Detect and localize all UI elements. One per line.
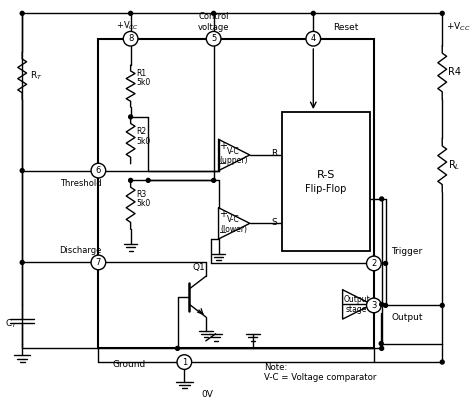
Circle shape xyxy=(306,32,320,46)
Text: +: + xyxy=(219,140,228,150)
Text: Control
voltage: Control voltage xyxy=(198,12,229,32)
Text: 5k0: 5k0 xyxy=(137,199,151,208)
Text: R: R xyxy=(271,150,277,158)
Text: Threshold: Threshold xyxy=(60,179,101,188)
Text: 0V: 0V xyxy=(201,390,213,399)
Text: 7: 7 xyxy=(96,258,101,267)
Circle shape xyxy=(206,32,221,46)
Text: R2: R2 xyxy=(137,127,146,136)
Circle shape xyxy=(128,115,133,119)
Circle shape xyxy=(91,163,106,178)
Circle shape xyxy=(20,260,24,264)
Text: −: − xyxy=(219,228,228,238)
Circle shape xyxy=(123,32,138,46)
Text: 5k0: 5k0 xyxy=(137,78,151,87)
Text: R-S: R-S xyxy=(317,170,335,180)
Text: Q1: Q1 xyxy=(192,263,205,272)
Text: 3: 3 xyxy=(371,301,376,310)
Circle shape xyxy=(175,346,180,350)
Text: 4: 4 xyxy=(310,34,316,43)
Text: 1: 1 xyxy=(182,358,187,366)
Circle shape xyxy=(128,178,133,182)
Text: R1: R1 xyxy=(137,69,146,78)
Text: Output: Output xyxy=(392,313,423,322)
Text: 5: 5 xyxy=(211,34,216,43)
Circle shape xyxy=(366,256,381,271)
Circle shape xyxy=(440,304,444,307)
Circle shape xyxy=(311,11,315,15)
Text: R$_L$: R$_L$ xyxy=(448,158,460,172)
Circle shape xyxy=(212,11,216,15)
Circle shape xyxy=(146,178,150,182)
Circle shape xyxy=(20,169,24,172)
Text: Flip-Flop: Flip-Flop xyxy=(305,184,346,194)
Circle shape xyxy=(379,342,383,346)
Text: Reset: Reset xyxy=(333,22,358,32)
Circle shape xyxy=(128,11,133,15)
Text: stage: stage xyxy=(346,305,367,314)
Text: R$_T$: R$_T$ xyxy=(30,70,43,82)
Text: +V$_{CC}$: +V$_{CC}$ xyxy=(116,20,139,32)
Text: +V$_{CC}$: +V$_{CC}$ xyxy=(446,20,471,33)
Circle shape xyxy=(177,355,191,369)
Text: 8: 8 xyxy=(128,34,133,43)
Text: −: − xyxy=(219,159,228,169)
Circle shape xyxy=(20,11,24,15)
Text: R4: R4 xyxy=(448,67,461,77)
Circle shape xyxy=(380,346,383,350)
Text: 2: 2 xyxy=(371,259,376,268)
Text: 6: 6 xyxy=(96,166,101,175)
Circle shape xyxy=(440,360,444,364)
Text: Trigger: Trigger xyxy=(392,247,423,256)
Circle shape xyxy=(212,178,216,182)
Text: V-C: V-C xyxy=(227,215,240,224)
Text: V-C: V-C xyxy=(227,146,240,156)
Circle shape xyxy=(380,302,383,306)
Bar xyxy=(99,39,374,348)
Text: Note:
V-C = Voltage comparator: Note: V-C = Voltage comparator xyxy=(264,363,377,382)
Text: (lower): (lower) xyxy=(220,225,247,234)
Circle shape xyxy=(366,298,381,313)
Text: S: S xyxy=(271,218,277,227)
Text: Ground: Ground xyxy=(112,360,145,368)
Text: Discharge: Discharge xyxy=(60,246,102,255)
Circle shape xyxy=(440,11,444,15)
Text: R3: R3 xyxy=(137,190,147,198)
Circle shape xyxy=(383,262,388,265)
Circle shape xyxy=(91,255,106,270)
Text: C$_T$: C$_T$ xyxy=(5,318,18,330)
Bar xyxy=(282,112,370,251)
Text: +: + xyxy=(219,209,228,219)
Circle shape xyxy=(383,304,388,307)
Circle shape xyxy=(380,197,383,201)
Text: 5k0: 5k0 xyxy=(137,137,151,146)
Text: (upper): (upper) xyxy=(219,156,248,165)
Text: Output: Output xyxy=(343,295,370,304)
